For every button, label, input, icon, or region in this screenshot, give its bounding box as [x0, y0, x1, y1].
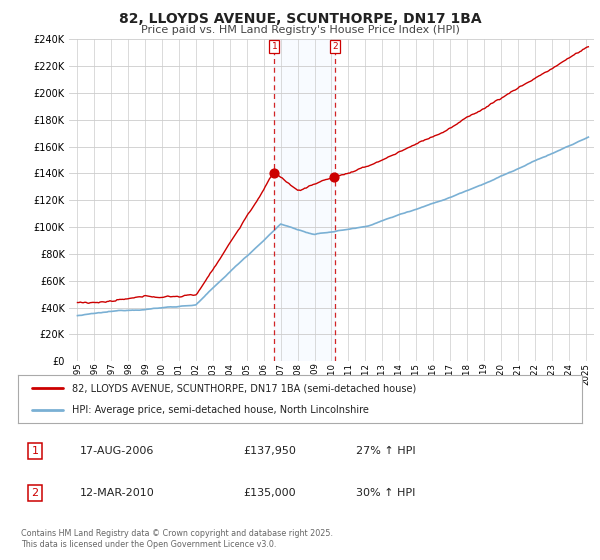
Text: 12-MAR-2010: 12-MAR-2010	[80, 488, 155, 498]
Text: 2: 2	[332, 42, 338, 51]
Text: Contains HM Land Registry data © Crown copyright and database right 2025.
This d: Contains HM Land Registry data © Crown c…	[21, 529, 333, 549]
Text: 82, LLOYDS AVENUE, SCUNTHORPE, DN17 1BA: 82, LLOYDS AVENUE, SCUNTHORPE, DN17 1BA	[119, 12, 481, 26]
Text: Price paid vs. HM Land Registry's House Price Index (HPI): Price paid vs. HM Land Registry's House …	[140, 25, 460, 35]
Text: 1: 1	[31, 446, 38, 456]
Text: 17-AUG-2006: 17-AUG-2006	[80, 446, 154, 456]
Text: 27% ↑ HPI: 27% ↑ HPI	[356, 446, 416, 456]
Text: 2: 2	[31, 488, 38, 498]
Text: 1: 1	[271, 42, 277, 51]
Point	[329, 172, 339, 181]
Bar	[274, 39, 335, 361]
Text: 82, LLOYDS AVENUE, SCUNTHORPE, DN17 1BA (semi-detached house): 82, LLOYDS AVENUE, SCUNTHORPE, DN17 1BA …	[71, 383, 416, 393]
Text: £135,000: £135,000	[244, 488, 296, 498]
Point	[269, 169, 278, 178]
Text: £137,950: £137,950	[244, 446, 296, 456]
Text: HPI: Average price, semi-detached house, North Lincolnshire: HPI: Average price, semi-detached house,…	[71, 405, 368, 415]
Text: 30% ↑ HPI: 30% ↑ HPI	[356, 488, 416, 498]
